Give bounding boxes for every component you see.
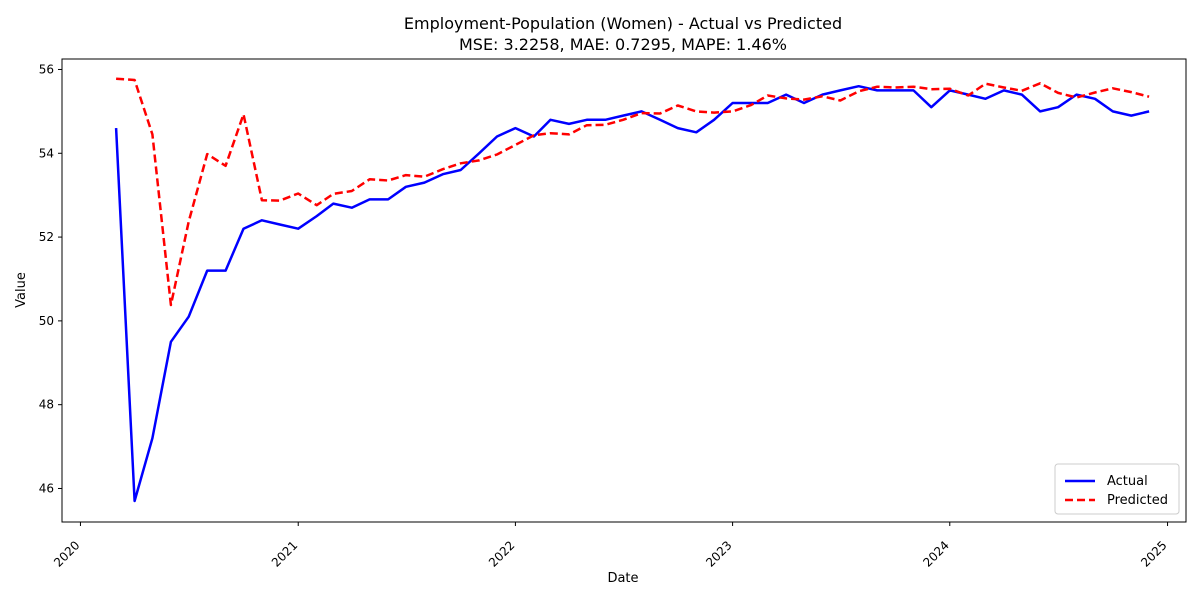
y-axis-label: Value bbox=[14, 272, 29, 308]
y-axis: 46 48 50 52 54 56 bbox=[39, 62, 62, 495]
x-axis: 2020 2021 2022 2023 2024 2025 bbox=[51, 522, 1170, 570]
y-tick-label: 48 bbox=[39, 398, 54, 412]
chart-subtitle: MSE: 3.2258, MAE: 0.7295, MAPE: 1.46% bbox=[459, 35, 787, 54]
x-tick-label: 2020 bbox=[51, 538, 82, 569]
x-tick-label: 2025 bbox=[1138, 538, 1169, 569]
x-tick-label: 2022 bbox=[486, 538, 517, 569]
x-tick-label: 2023 bbox=[703, 538, 734, 569]
series-line-actual bbox=[114, 84, 1150, 503]
y-tick-label: 46 bbox=[39, 481, 54, 495]
plot-area bbox=[61, 58, 1187, 523]
legend-box bbox=[1054, 463, 1180, 515]
legend-label-actual: Actual bbox=[1107, 474, 1148, 489]
x-axis-label: Date bbox=[607, 571, 638, 586]
legend: Actual Predicted bbox=[1054, 463, 1180, 515]
chart-title: Employment-Population (Women) - Actual v… bbox=[404, 14, 842, 33]
y-tick-label: 54 bbox=[39, 146, 54, 160]
y-tick-label: 52 bbox=[39, 230, 54, 244]
y-tick-label: 50 bbox=[39, 314, 54, 328]
x-tick-label: 2024 bbox=[920, 538, 951, 569]
x-tick-label: 2021 bbox=[269, 538, 300, 569]
series-line-predicted bbox=[116, 77, 1150, 307]
series-lines bbox=[114, 77, 1150, 503]
y-tick-label: 56 bbox=[39, 62, 54, 76]
legend-label-predicted: Predicted bbox=[1107, 493, 1168, 508]
